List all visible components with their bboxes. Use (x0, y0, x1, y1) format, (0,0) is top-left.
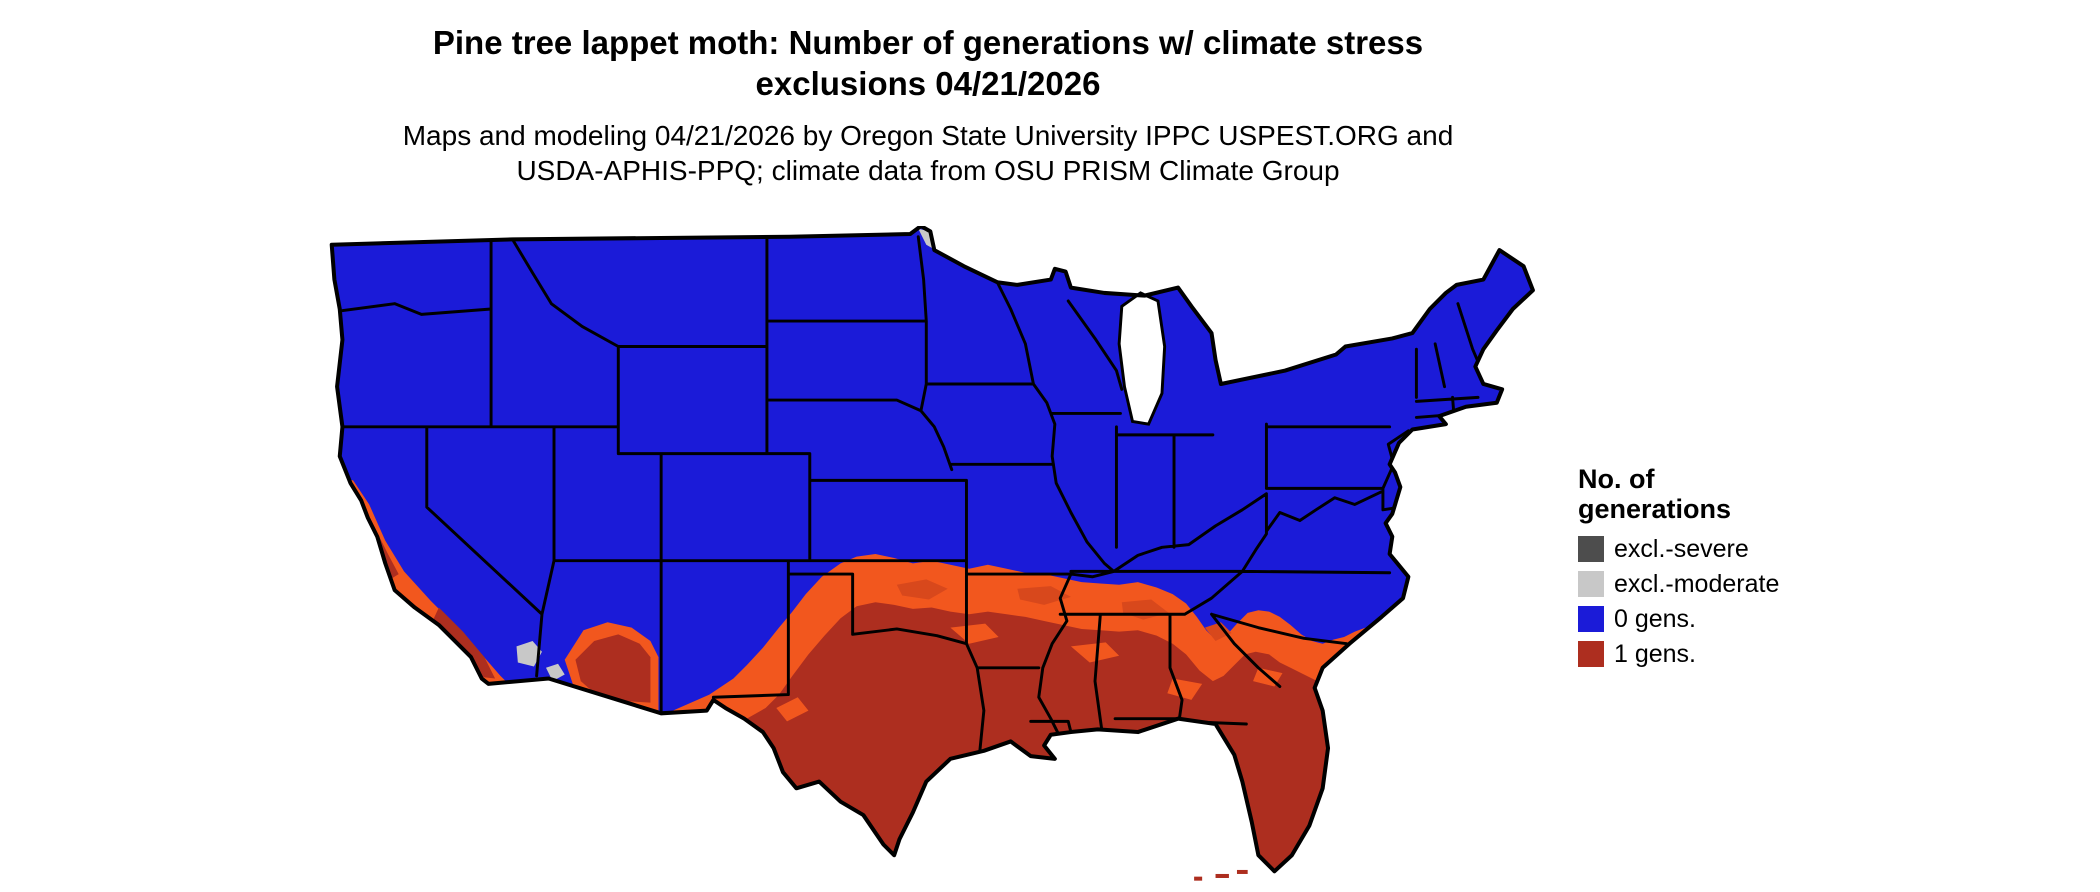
figure-subtitle-line1: Maps and modeling 04/21/2026 by Oregon S… (402, 120, 1454, 151)
legend-title: No. of generations (1578, 464, 1878, 524)
region-california-one-generation (353, 500, 496, 679)
map-fill-layers (331, 226, 1533, 872)
figure-subtitle-line2: USDA-APHIS-PPQ; climate data from OSU PR… (516, 155, 1340, 186)
legend-item-one-gens: 1 gens. (1578, 639, 1878, 668)
legend-item-excl-severe: excl.-severe (1578, 534, 1878, 563)
excl-severe-swatch (1578, 536, 1604, 562)
us-map-container (321, 226, 1553, 882)
region-severe-exclusion-speck (1017, 270, 1031, 280)
excl-moderate-label: excl.-moderate (1614, 569, 1780, 598)
excl-moderate-swatch (1578, 571, 1604, 597)
excl-severe-label: excl.-severe (1614, 534, 1749, 563)
one-gens-label: 1 gens. (1614, 639, 1697, 668)
one-gens-swatch (1578, 641, 1604, 667)
region-zero-generations (331, 226, 1533, 872)
us-outline (329, 226, 1535, 874)
region-band-speckles (896, 579, 1232, 642)
region-arizona-one-generation (575, 634, 651, 703)
legend-title-line1: No. of (1578, 464, 1655, 494)
figure-title: Pine tree lappet moth: Number of generat… (0, 22, 1856, 104)
figure-title-line2: exclusions 04/21/2026 (755, 65, 1101, 102)
figure-title-line1: Pine tree lappet moth: Number of generat… (432, 24, 1424, 61)
legend: No. of generations excl.-severe excl.-mo… (1578, 464, 1878, 676)
lake-michigan (1117, 291, 1167, 426)
us-map (329, 226, 1535, 881)
legend-title-line2: generations (1578, 494, 1732, 524)
legend-item-zero-gens: 0 gens. (1578, 604, 1878, 633)
state-borders (332, 235, 1483, 753)
legend-item-excl-moderate: excl.-moderate (1578, 569, 1878, 598)
zero-gens-label: 0 gens. (1614, 604, 1697, 633)
zero-gens-swatch (1578, 606, 1604, 632)
florida-keys (1194, 869, 1248, 881)
figure-subtitle: Maps and modeling 04/21/2026 by Oregon S… (0, 118, 1856, 188)
region-california-exclusion (516, 641, 565, 682)
